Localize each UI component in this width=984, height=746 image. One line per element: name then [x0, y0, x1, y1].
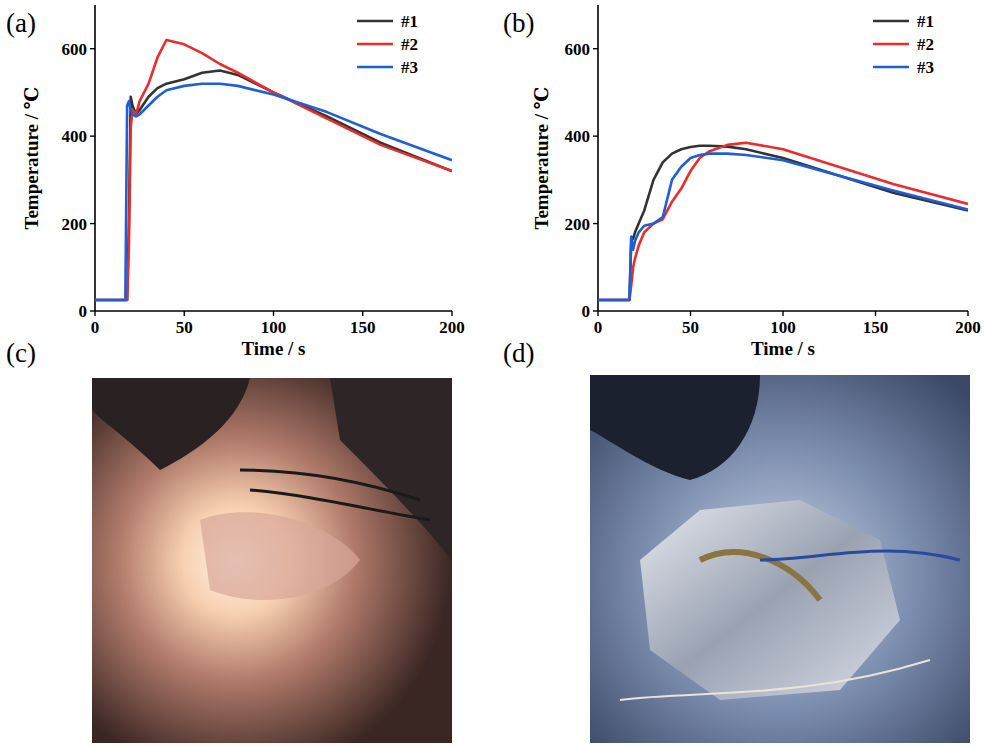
- x-tick: [184, 311, 185, 316]
- plot-area: [95, 40, 452, 300]
- legend-swatch: [873, 20, 909, 23]
- panel-label: (b): [503, 8, 534, 38]
- y-tick: [593, 223, 598, 224]
- legend-label: #2: [917, 35, 934, 54]
- legend-swatch: [873, 66, 909, 69]
- x-tick-label: 0: [594, 318, 603, 337]
- x-tick: [967, 311, 968, 316]
- x-axis-title: Time / s: [241, 338, 305, 359]
- y-tick-label: 0: [582, 302, 591, 321]
- plot-area: [598, 143, 968, 300]
- y-tick-label: 200: [565, 215, 591, 234]
- series-line: [598, 154, 968, 300]
- glove: [92, 378, 250, 470]
- y-axis: [94, 5, 96, 311]
- y-tick: [90, 223, 95, 224]
- x-tick: [362, 311, 363, 316]
- x-tick-label: 200: [955, 318, 981, 337]
- legend-label: #2: [401, 35, 418, 54]
- legend-label: #1: [401, 12, 418, 31]
- y-tick: [90, 310, 95, 311]
- photo-frame: [590, 375, 970, 743]
- legend-label: #3: [917, 58, 934, 77]
- legend-swatch: [873, 43, 909, 46]
- y-tick: [90, 48, 95, 49]
- photo-frame: [92, 378, 452, 743]
- y-tick-label: 200: [62, 215, 88, 234]
- y-axis: [597, 5, 599, 311]
- legend-swatch: [357, 66, 393, 69]
- series-line: [598, 146, 968, 300]
- x-tick: [875, 311, 876, 316]
- x-tick: [273, 311, 274, 316]
- glove: [330, 378, 452, 560]
- x-tick-label: 100: [261, 318, 287, 337]
- panel-label: (c): [6, 338, 36, 368]
- chart: (b) 0 50 100 150 200 0 200 400 600 Time / s Tempera…: [503, 5, 981, 359]
- x-tick-label: 50: [176, 318, 193, 337]
- x-tick-label: 200: [439, 318, 465, 337]
- legend: #1 #2 #3: [357, 12, 418, 77]
- y-axis-title: Temperature / ℃: [531, 86, 552, 229]
- x-tick: [597, 311, 598, 316]
- legend-swatch: [357, 20, 393, 23]
- series-line: [95, 40, 452, 300]
- legend-label: #1: [917, 12, 934, 31]
- cell: [640, 500, 900, 700]
- legend-swatch: [357, 43, 393, 46]
- x-tick: [94, 311, 95, 316]
- y-tick-label: 600: [62, 40, 88, 59]
- series-line: [95, 71, 452, 301]
- x-tick: [451, 311, 452, 316]
- x-axis-title: Time / s: [751, 338, 815, 359]
- panel-label: (a): [6, 8, 36, 38]
- figure: (a) 0 50 100 150 200 0 200 400 600 Time / s Tempera…: [0, 0, 984, 746]
- y-tick: [593, 135, 598, 136]
- y-axis-title: Temperature / ℃: [21, 86, 42, 229]
- wire: [760, 551, 960, 560]
- chart: (a) 0 50 100 150 200 0 200 400 600 Time / s Tempera…: [6, 5, 465, 359]
- legend: #1 #2 #3: [873, 12, 934, 77]
- y-tick-label: 400: [62, 127, 88, 146]
- y-tick: [593, 48, 598, 49]
- cell: [200, 512, 360, 600]
- y-tick: [90, 135, 95, 136]
- x-tick-label: 150: [350, 318, 376, 337]
- y-tick-label: 400: [565, 127, 591, 146]
- panel-label: (d): [503, 338, 534, 368]
- y-tick: [593, 310, 598, 311]
- wire: [250, 490, 430, 520]
- series-line: [95, 84, 452, 300]
- x-tick-label: 150: [863, 318, 889, 337]
- photo: (d): [503, 338, 970, 743]
- y-tick-label: 0: [79, 302, 88, 321]
- wire: [620, 660, 930, 700]
- x-tick: [690, 311, 691, 316]
- x-tick-label: 50: [682, 318, 699, 337]
- wire: [240, 470, 420, 500]
- legend-label: #3: [401, 58, 418, 77]
- series-line: [598, 143, 968, 300]
- photo: (c): [6, 338, 452, 743]
- x-tick-label: 100: [770, 318, 796, 337]
- glove: [590, 375, 760, 480]
- x-tick-label: 0: [91, 318, 100, 337]
- y-tick-label: 600: [565, 40, 591, 59]
- x-tick: [782, 311, 783, 316]
